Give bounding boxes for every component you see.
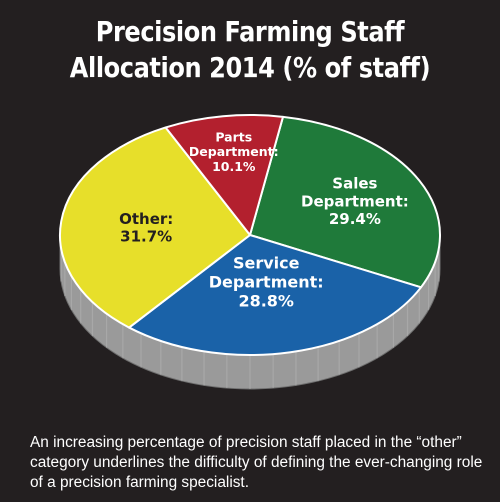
slice-category-label: Sales (332, 175, 377, 193)
pie-slice (128, 234, 423, 356)
pie-slice (164, 114, 284, 236)
slice-category-label: Service (233, 254, 300, 273)
pie-slice (249, 115, 441, 289)
chart-title-line2: Allocation 2014 (% of staff) (69, 51, 431, 84)
chart-title-line1: Precision Farming Staff (95, 15, 405, 48)
slice-value-label: 28.8% (238, 291, 294, 310)
pie-slice (59, 126, 251, 329)
slice-category-label: Department: (209, 272, 324, 291)
slice-category-label: Parts (215, 129, 252, 144)
slice-value-label: 31.7% (120, 228, 172, 246)
chart-caption: An increasing percentage of precision st… (30, 434, 483, 491)
slice-value-label: 29.4% (329, 210, 381, 228)
slice-category-label: Department: (189, 144, 279, 159)
slice-category-label: Other: (119, 210, 173, 228)
slice-category-label: Department: (301, 192, 409, 210)
slice-value-label: 10.1% (212, 159, 256, 174)
chart-title: Precision Farming Staff Allocation 2014 … (35, 14, 465, 86)
